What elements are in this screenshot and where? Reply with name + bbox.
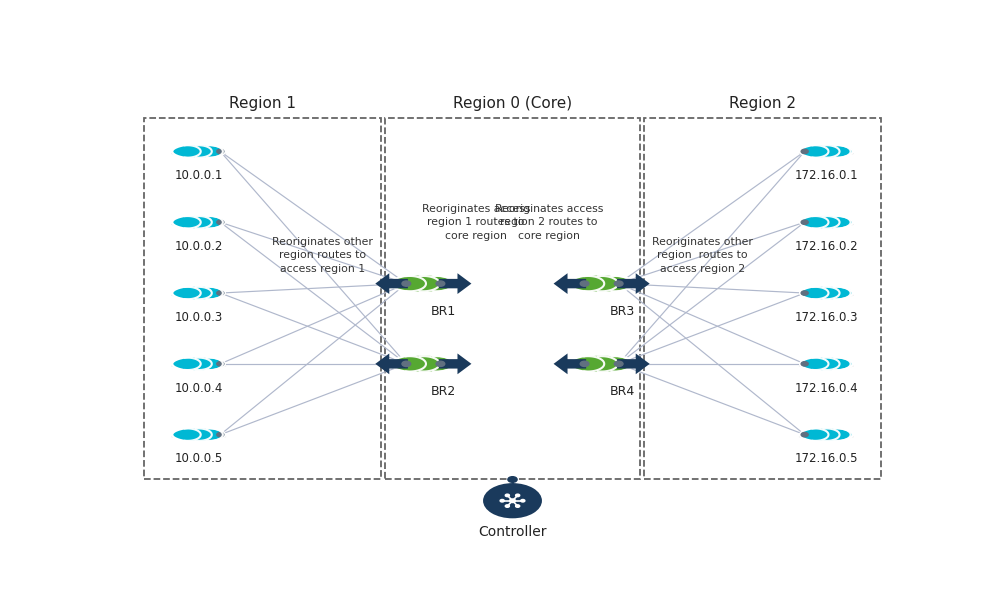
Ellipse shape (800, 427, 853, 442)
Circle shape (614, 281, 623, 286)
Text: Controller: Controller (478, 525, 547, 539)
Text: BR2: BR2 (431, 385, 456, 398)
Ellipse shape (799, 364, 854, 368)
Ellipse shape (391, 355, 456, 373)
Text: 172.16.0.5: 172.16.0.5 (795, 452, 858, 465)
Text: 172.16.0.4: 172.16.0.4 (795, 382, 858, 395)
Polygon shape (617, 273, 650, 294)
Circle shape (516, 505, 520, 508)
Ellipse shape (800, 144, 853, 159)
Text: Region 1: Region 1 (229, 96, 296, 112)
Text: BR4: BR4 (609, 385, 635, 398)
Circle shape (614, 361, 623, 367)
Ellipse shape (799, 434, 854, 440)
Polygon shape (375, 354, 408, 374)
Text: 10.0.0.1: 10.0.0.1 (174, 169, 223, 182)
Ellipse shape (171, 434, 226, 440)
Polygon shape (439, 273, 471, 294)
Text: 10.0.0.4: 10.0.0.4 (174, 382, 223, 395)
Text: 172.16.0.3: 172.16.0.3 (795, 311, 858, 324)
Ellipse shape (172, 215, 225, 230)
Text: BR1: BR1 (431, 305, 456, 318)
Polygon shape (439, 354, 471, 374)
Circle shape (801, 362, 808, 366)
Ellipse shape (172, 357, 225, 371)
Ellipse shape (172, 286, 225, 300)
Polygon shape (375, 273, 408, 294)
Ellipse shape (172, 144, 225, 159)
Circle shape (505, 505, 509, 508)
Circle shape (521, 500, 525, 502)
Circle shape (508, 477, 517, 482)
Text: Region 0 (Core): Region 0 (Core) (453, 96, 572, 112)
Text: 10.0.0.3: 10.0.0.3 (175, 311, 223, 324)
Ellipse shape (171, 222, 226, 227)
Ellipse shape (569, 275, 634, 293)
Circle shape (217, 433, 224, 437)
Text: BR3: BR3 (609, 305, 635, 318)
Circle shape (801, 150, 808, 154)
Circle shape (801, 433, 808, 437)
Circle shape (580, 281, 589, 286)
Circle shape (801, 291, 808, 295)
Circle shape (217, 362, 224, 366)
Circle shape (580, 361, 589, 367)
Ellipse shape (391, 275, 456, 293)
Ellipse shape (569, 355, 634, 373)
Ellipse shape (799, 222, 854, 227)
Circle shape (510, 499, 515, 503)
Text: Reoriginates other
region  routes to
access region 2: Reoriginates other region routes to acce… (652, 237, 753, 274)
Ellipse shape (800, 286, 853, 300)
Circle shape (801, 220, 808, 224)
Circle shape (436, 361, 445, 367)
Ellipse shape (799, 151, 854, 156)
Ellipse shape (171, 151, 226, 156)
Circle shape (217, 150, 224, 154)
Ellipse shape (172, 427, 225, 442)
Polygon shape (617, 354, 650, 374)
Ellipse shape (171, 364, 226, 368)
Ellipse shape (389, 364, 458, 370)
Text: Reoriginates other
region routes to
access region 1: Reoriginates other region routes to acce… (272, 237, 373, 274)
Ellipse shape (800, 215, 853, 230)
Ellipse shape (483, 483, 542, 519)
Text: Reoriginates access
region 1 routes to
core region: Reoriginates access region 1 routes to c… (422, 204, 530, 241)
Circle shape (508, 484, 517, 490)
Ellipse shape (567, 364, 636, 370)
Text: Reoriginates access
region 2 routes to
core region: Reoriginates access region 2 routes to c… (495, 204, 603, 241)
Circle shape (516, 494, 520, 497)
Circle shape (217, 220, 224, 224)
Circle shape (436, 281, 445, 286)
Text: Region 2: Region 2 (729, 96, 796, 112)
Circle shape (402, 361, 411, 367)
Ellipse shape (389, 283, 458, 289)
Polygon shape (554, 273, 586, 294)
Polygon shape (554, 354, 586, 374)
Ellipse shape (799, 292, 854, 298)
Ellipse shape (567, 283, 636, 289)
Text: 10.0.0.5: 10.0.0.5 (175, 452, 223, 465)
Circle shape (500, 500, 504, 502)
Ellipse shape (171, 292, 226, 298)
Text: 10.0.0.2: 10.0.0.2 (174, 240, 223, 253)
Ellipse shape (800, 357, 853, 371)
Text: 172.16.0.2: 172.16.0.2 (795, 240, 858, 253)
Circle shape (217, 291, 224, 295)
Circle shape (402, 281, 411, 286)
Circle shape (505, 494, 509, 497)
Text: 172.16.0.1: 172.16.0.1 (795, 169, 858, 182)
